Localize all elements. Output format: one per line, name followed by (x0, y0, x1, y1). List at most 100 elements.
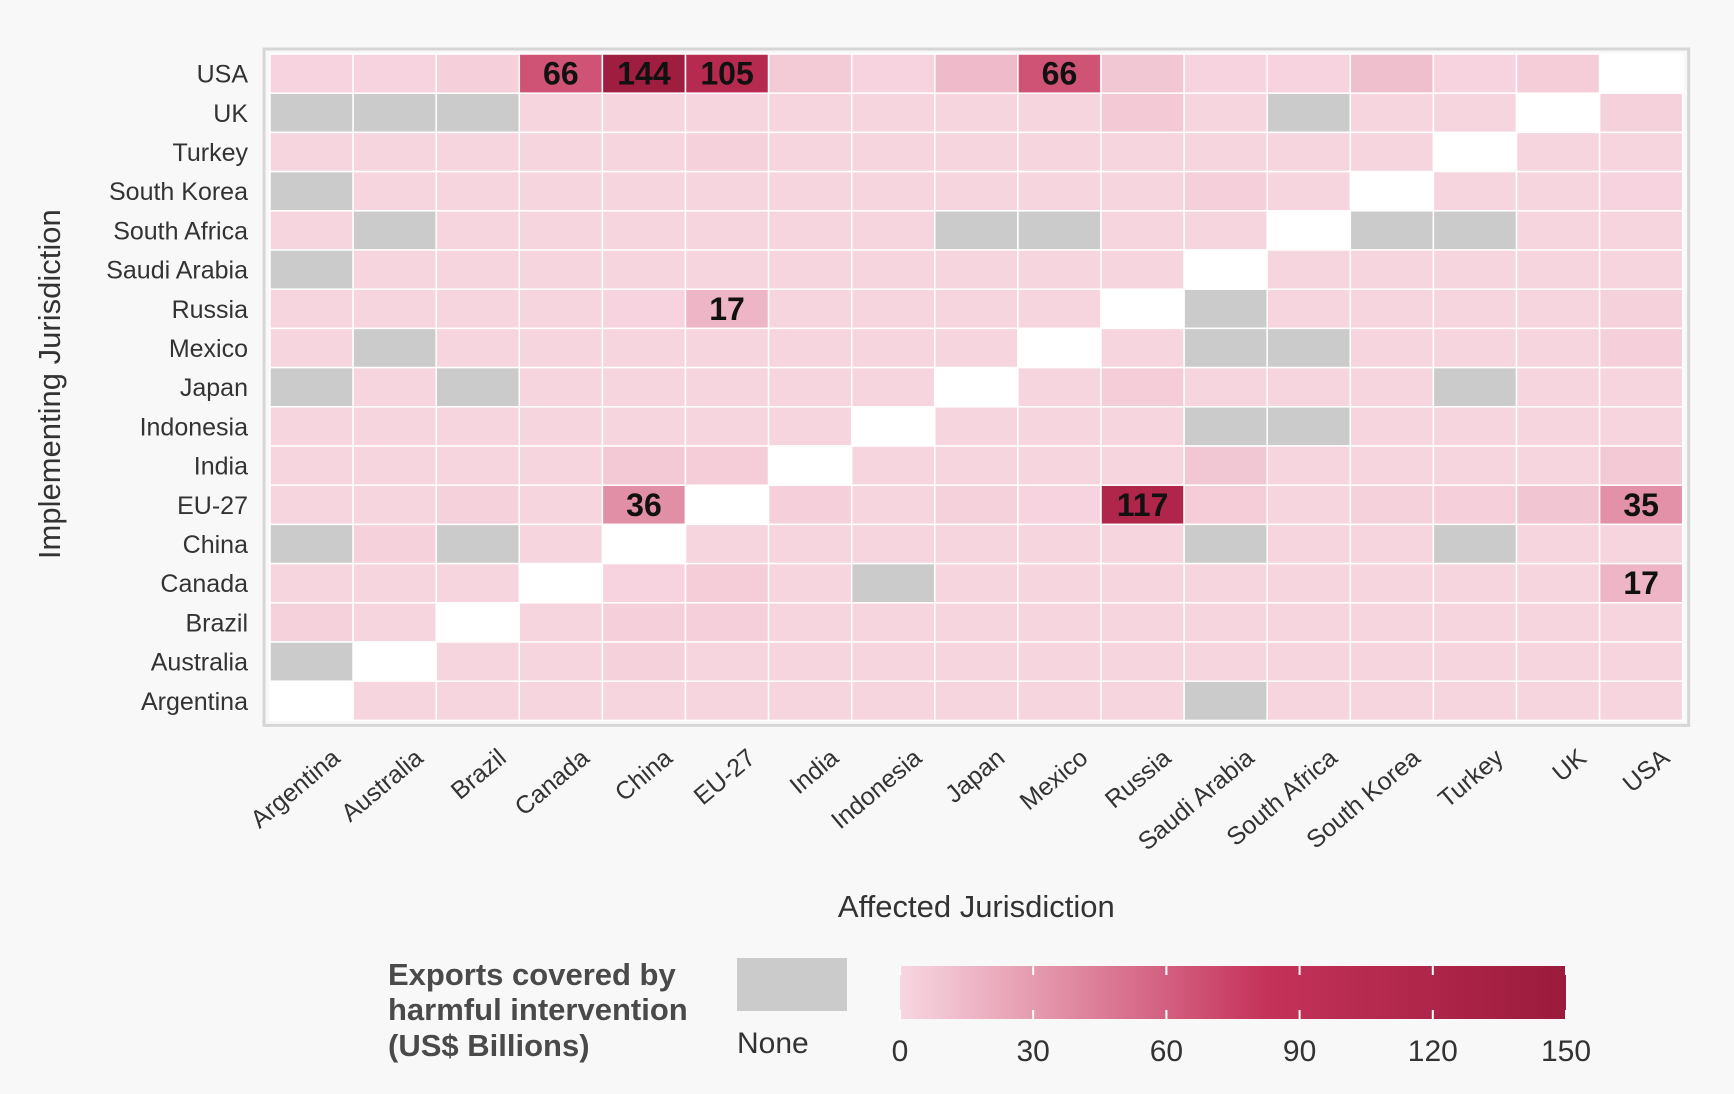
heatmap-cell (684, 131, 770, 173)
heatmap-cell (1017, 92, 1102, 134)
heatmap-cell (1598, 288, 1684, 330)
legend-tick-label: 120 (1408, 1035, 1458, 1068)
heatmap-cell (352, 562, 437, 604)
heatmap-cell (1598, 602, 1684, 643)
legend-ticks: 0 30 60 90 120 150 (892, 966, 1591, 1068)
heatmap-cell (601, 53, 687, 94)
heatmap-cell (934, 53, 1019, 94)
heatmap-cell (352, 680, 437, 722)
heatmap-cell (518, 366, 604, 408)
heatmap-cell (269, 53, 354, 94)
heatmap-cell (850, 445, 936, 486)
heatmap-cell (352, 327, 437, 369)
heatmap-cell (518, 92, 604, 134)
heatmap-cell (1432, 641, 1518, 682)
legend-title-line-2: harmful intervention (388, 992, 688, 1027)
x-tick-label: UK (1547, 743, 1592, 787)
x-tick-label: Indonesia (826, 743, 927, 834)
heatmap-cell (1598, 484, 1684, 526)
heatmap-cell (352, 445, 437, 486)
heatmap-cell (1183, 641, 1268, 682)
y-tick-label: Turkey (173, 139, 249, 167)
heatmap-cell (269, 170, 354, 212)
heatmap-cell (934, 170, 1019, 212)
legend-tick-label: 30 (1017, 1035, 1050, 1068)
heatmap-cell (684, 366, 770, 408)
heatmap-cell (934, 445, 1019, 486)
heatmap-cell (850, 92, 936, 134)
heatmap-cell (1017, 562, 1102, 604)
heatmap-cell (1017, 641, 1102, 682)
heatmap-cell (1349, 445, 1435, 486)
heatmap-cell (1100, 92, 1185, 134)
heatmap-cell (1598, 210, 1684, 251)
heatmap-cell (1515, 523, 1601, 565)
heatmap-cell (1598, 131, 1684, 173)
heatmap-cell (601, 523, 687, 565)
cell-value-label: 36 (626, 487, 662, 523)
heatmap-cell (1349, 249, 1435, 290)
x-tick-label: China (610, 743, 678, 806)
heatmap-cell (684, 680, 770, 722)
heatmap-cell (1598, 53, 1684, 94)
cell-value-label: 17 (709, 291, 745, 327)
heatmap-cell (850, 523, 936, 565)
heatmap-cell (850, 131, 936, 173)
heatmap-cell (1017, 484, 1102, 526)
heatmap-cell (1100, 366, 1185, 408)
heatmap-cell (1515, 249, 1601, 290)
heatmap-cell (850, 210, 936, 251)
heatmap-cell (1432, 602, 1518, 643)
heatmap-cell (352, 53, 437, 94)
heatmap-cell (352, 523, 437, 565)
heatmap-cell (1515, 366, 1601, 408)
heatmap-cell (767, 210, 853, 251)
heatmap-cell (934, 249, 1019, 290)
heatmap-cell (1349, 602, 1435, 643)
heatmap-cell (1349, 288, 1435, 330)
heatmap-cell (850, 641, 936, 682)
x-tick-label: Australia (336, 743, 429, 827)
heatmap-cell (435, 288, 521, 330)
heatmap-cell (269, 92, 354, 134)
heatmap-cell (435, 641, 521, 682)
heatmap-cell (518, 445, 604, 486)
heatmap-cell (1100, 523, 1185, 565)
heatmap-cell (1432, 53, 1518, 94)
y-tick-label: South Korea (109, 178, 248, 206)
heatmap-cell (435, 327, 521, 369)
heatmap-cell (1515, 327, 1601, 369)
heatmap-cell (934, 288, 1019, 330)
heatmap-cell (850, 406, 936, 447)
heatmap-cell (1100, 170, 1185, 212)
heatmap-cell (934, 562, 1019, 604)
heatmap-cell (1349, 327, 1435, 369)
heatmap-cell (1598, 327, 1684, 369)
heatmap-cell (1349, 406, 1435, 447)
heatmap-cell (934, 92, 1019, 134)
heatmap-cell (684, 210, 770, 251)
legend-tick-label: 0 (892, 1035, 909, 1068)
heatmap-cell (435, 602, 521, 643)
heatmap-cell (269, 602, 354, 643)
legend-none-swatch (737, 958, 847, 1011)
heatmap-cell (435, 131, 521, 173)
cell-value-label: 66 (1042, 56, 1078, 92)
cell-value-label: 105 (700, 56, 753, 92)
heatmap-cell (934, 131, 1019, 173)
heatmap-cell (269, 523, 354, 565)
heatmap-cell (767, 484, 853, 526)
heatmap-cell (1100, 406, 1185, 447)
heatmap-cell (269, 484, 354, 526)
y-tick-label: UK (213, 100, 248, 128)
heatmap-cell (767, 641, 853, 682)
heatmap-cell (767, 53, 853, 94)
heatmap-cell (518, 53, 604, 94)
heatmap-cell (435, 92, 521, 134)
y-tick-label: Japan (180, 374, 248, 402)
heatmap-cell (435, 406, 521, 447)
heatmap-cell (352, 210, 437, 251)
heatmap-cell (1515, 445, 1601, 486)
heatmap-cell (1266, 366, 1352, 408)
heatmap-cell (1100, 445, 1185, 486)
